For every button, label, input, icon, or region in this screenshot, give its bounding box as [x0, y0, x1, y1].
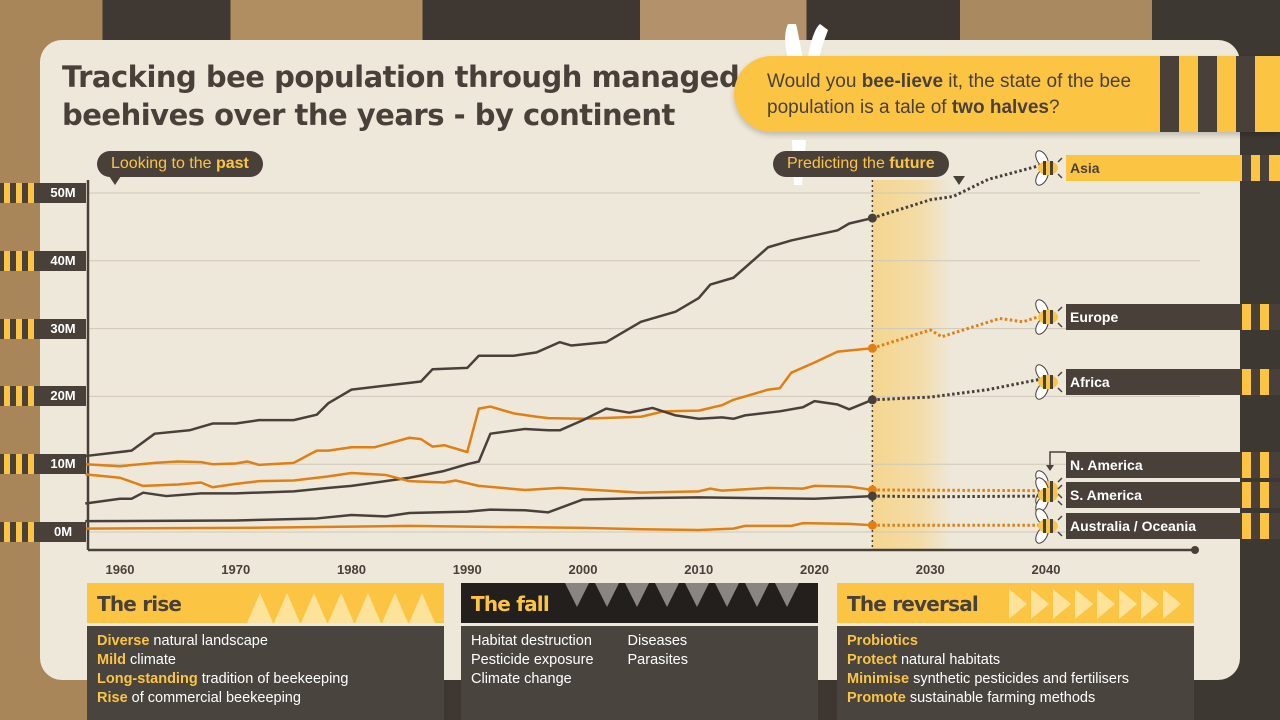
list-item: Diverse natural landscape	[97, 633, 268, 649]
series-line-asia	[85, 216, 873, 458]
x-tick-label: 1970	[221, 562, 251, 577]
series-line-n-america	[85, 471, 873, 494]
intro-callout: Would you bee-lieve it, the state of the…	[734, 56, 1280, 132]
y-tick-label: 50M	[0, 183, 86, 203]
callout-bold: two halves	[951, 97, 1050, 118]
forecast-line-europe	[871, 312, 1047, 350]
callout-text: it, the state of the bee population is a…	[767, 71, 1132, 118]
series-label-n-america: N. America	[1066, 452, 1280, 478]
y-tick-label: 40M	[0, 250, 86, 271]
list-item: Diseases	[627, 633, 688, 649]
bee-icon	[1035, 508, 1063, 544]
current-point-africa	[867, 395, 877, 405]
x-tick-label: 1980	[337, 562, 366, 577]
bee-icon	[1035, 364, 1063, 400]
callout-bold: bee-lieve	[861, 71, 944, 92]
x-tick-label: 2040	[1031, 562, 1061, 577]
series-line-africa	[85, 398, 873, 505]
panel-header: The rise	[87, 583, 444, 623]
series-line-europe	[85, 347, 873, 468]
series-line-australia-oceania	[85, 521, 873, 532]
panel-title: The reversal	[847, 592, 979, 616]
forecast-region	[872, 180, 953, 550]
current-point-europe	[867, 343, 877, 353]
x-tick-label: 2000	[568, 562, 598, 577]
y-tick-label: 0M	[0, 522, 86, 542]
x-tick-label: 2030	[915, 562, 945, 577]
bee-icon	[1035, 150, 1063, 186]
page-title: Tracking bee population through managed …	[62, 60, 740, 132]
y-tick-label: 10M	[0, 454, 86, 475]
list-item: Pesticide exposure	[471, 652, 594, 668]
list-item: Habitat destruction	[471, 633, 592, 649]
list-item: Protect natural habitats	[847, 652, 1001, 668]
panel-the-reversal: The reversal Probiotics Protect natural …	[837, 583, 1194, 720]
list-item: Probiotics	[847, 633, 918, 649]
series-label-asia: Asia	[1066, 155, 1280, 181]
x-tick-label: 2010	[684, 562, 714, 577]
infographic-card	[40, 40, 1240, 680]
forecast-line-africa	[872, 376, 1047, 402]
x-tick-label: 2020	[800, 562, 829, 577]
forecast-line-asia	[871, 162, 1047, 220]
current-point-s-america	[867, 491, 877, 501]
panel-the-fall: The fall Habitat destruction Pesticide ex…	[461, 583, 818, 720]
bubble-text: Predicting the	[787, 155, 890, 172]
series-label-europe: Europe	[1066, 304, 1280, 330]
callout-text: ?	[1049, 97, 1060, 118]
list-item: Climate change	[471, 671, 572, 687]
series-label-africa: Africa	[1066, 369, 1280, 395]
list-item: Parasites	[627, 652, 688, 668]
triangle-pattern-icon	[247, 593, 435, 623]
y-tick-label: 30M	[0, 318, 86, 339]
series-label-s-america: S. America	[1066, 482, 1280, 508]
bubble-bold: past	[215, 155, 249, 172]
y-tick-label: 20M	[0, 386, 86, 407]
axis-end-dot	[1191, 546, 1199, 554]
list-item: Mild climate	[97, 652, 176, 668]
list-item: Minimise synthetic pesticides and fertil…	[847, 671, 1130, 687]
callout-text: Would you	[767, 71, 862, 92]
series-label-australia-oceania: Australia / Oceania	[1066, 513, 1280, 539]
past-bubble: Looking to the past	[97, 151, 263, 185]
panel-header: The reversal	[837, 583, 1194, 623]
stripe-decoration	[1160, 56, 1179, 132]
stripe-decoration	[1198, 56, 1217, 132]
series-line-s-america	[85, 494, 873, 523]
arrow-pattern-icon	[1009, 589, 1181, 619]
x-tick-label: 1990	[452, 562, 482, 577]
panel-title: The rise	[97, 592, 182, 616]
n-america-pointer	[1049, 451, 1066, 466]
current-point-asia	[867, 213, 877, 223]
panel-title: The fall	[471, 592, 550, 616]
list-item: Long-standing tradition of beekeeping	[97, 671, 349, 687]
panel-header: The fall	[461, 583, 818, 623]
forecast-line-n-america	[872, 488, 1047, 493]
current-point-australia-oceania	[867, 520, 877, 530]
pointer-arrow-icon	[1046, 465, 1054, 471]
bee-icon	[1035, 299, 1063, 335]
panel-the-rise: The rise Diverse natural landscape Mild …	[87, 583, 444, 720]
stripe-decoration	[1236, 56, 1255, 132]
forecast-line-s-america	[872, 494, 1047, 499]
triangle-pattern-icon	[565, 583, 799, 607]
bee-icon	[1035, 477, 1063, 513]
bubble-text: Looking to the	[111, 155, 216, 172]
bubble-bold: future	[889, 155, 935, 172]
future-bubble: Predicting the future	[773, 151, 965, 185]
list-item: Promote sustainable farming methods	[847, 690, 1096, 706]
x-tick-label: 1960	[105, 562, 135, 577]
list-item: Rise of commercial beekeeping	[97, 690, 301, 706]
